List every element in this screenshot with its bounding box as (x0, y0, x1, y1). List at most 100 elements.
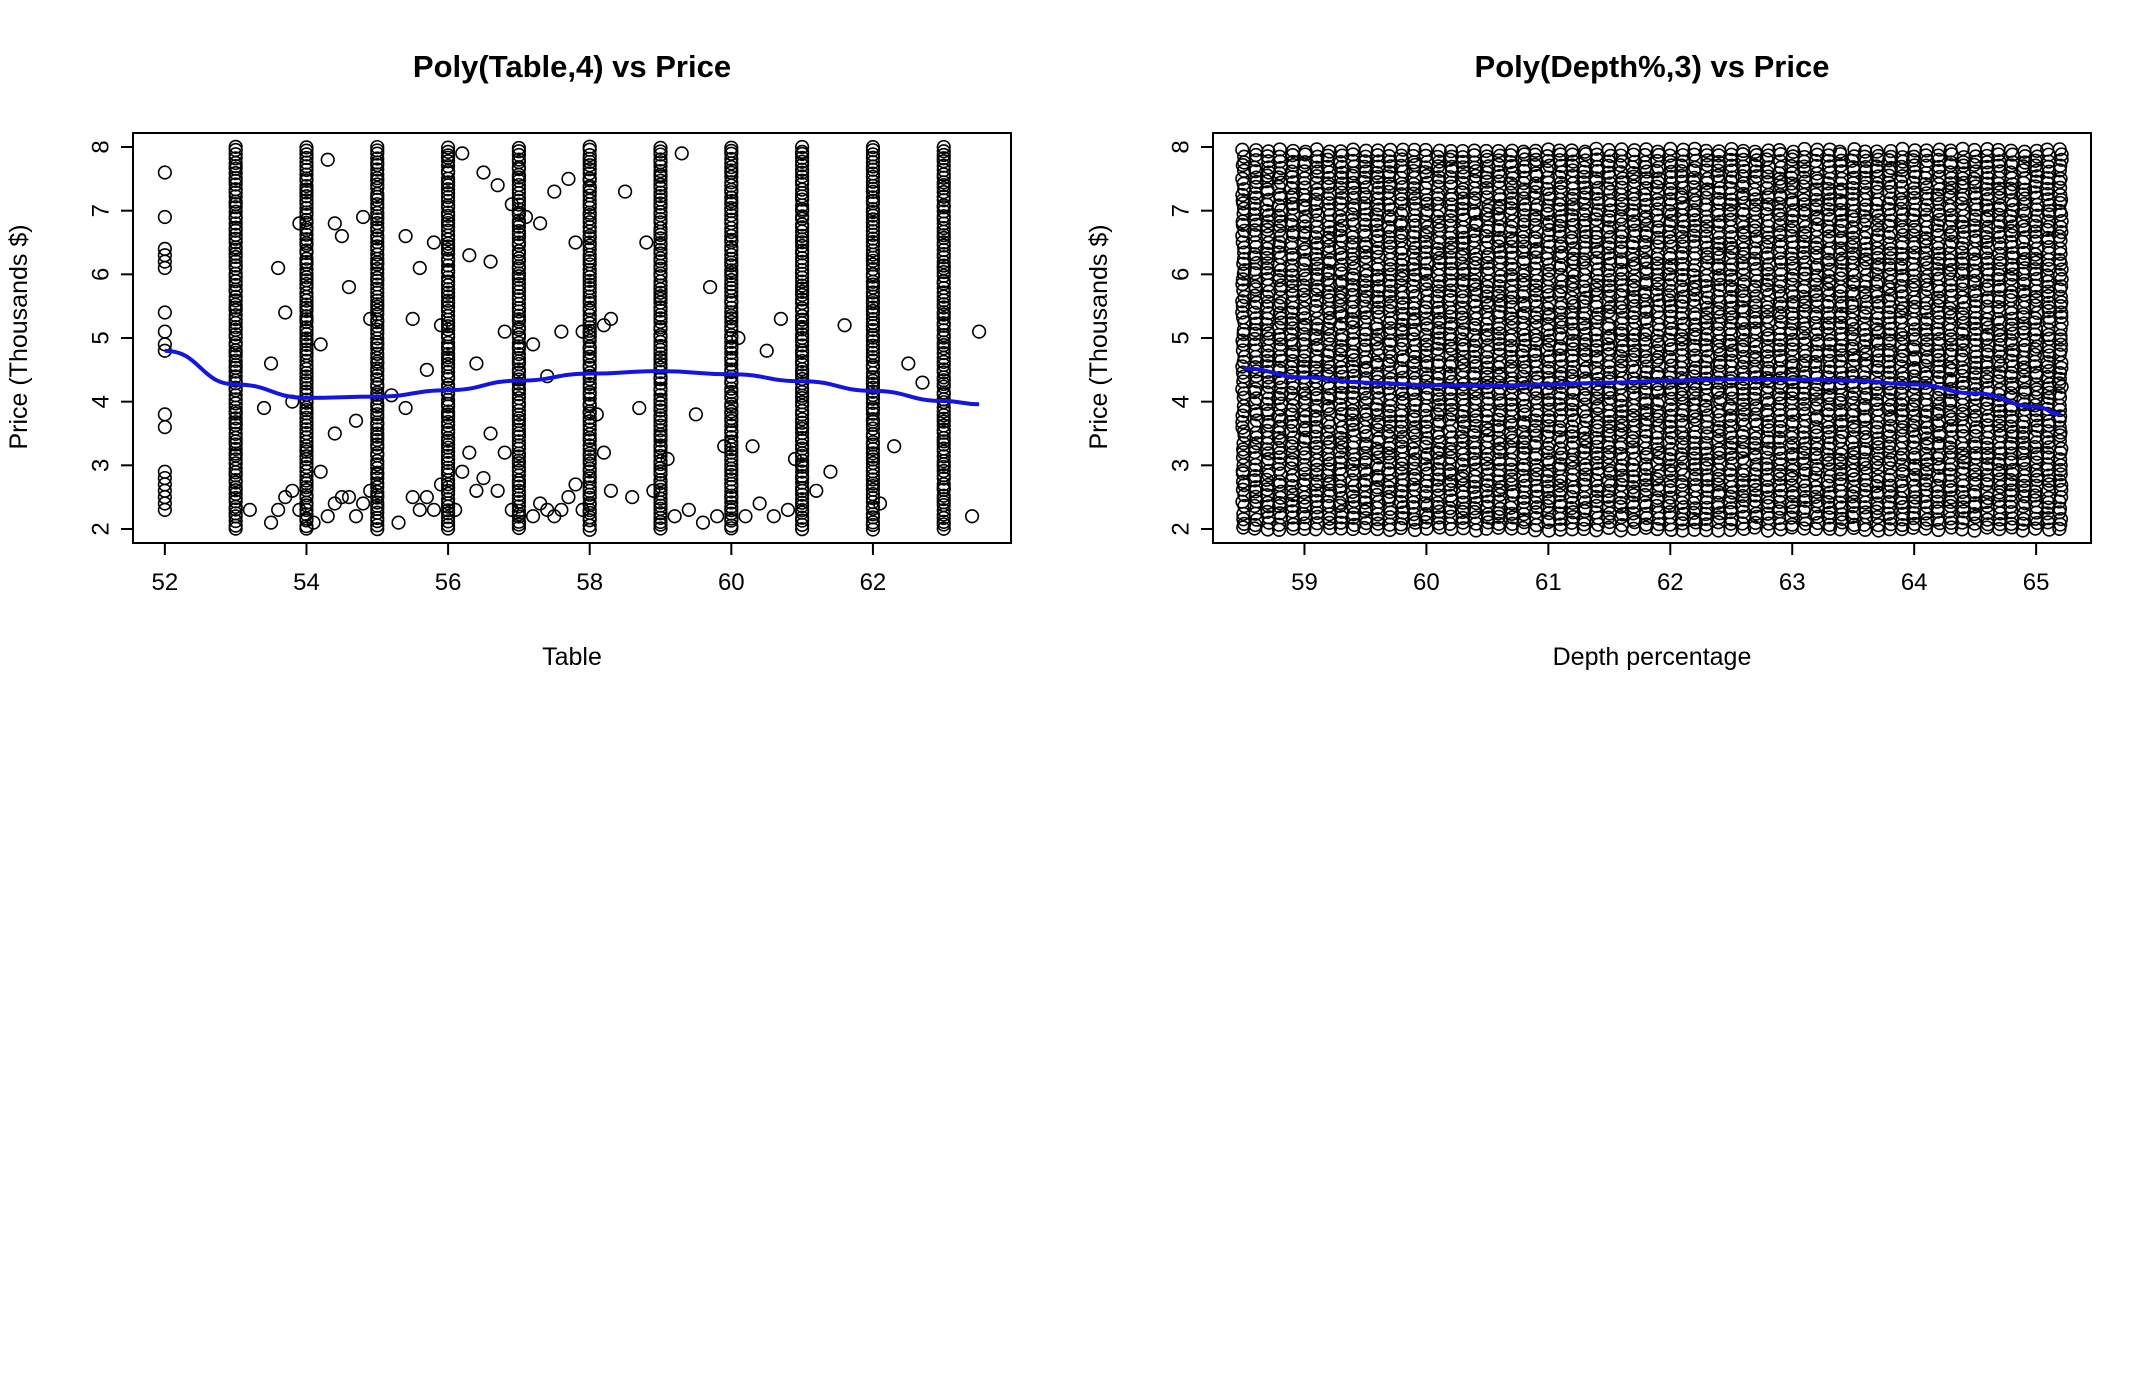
data-point (299, 309, 314, 324)
data-point (1308, 419, 1324, 435)
data-point (370, 476, 385, 491)
data-point (1259, 203, 1275, 218)
data-point (511, 434, 526, 449)
data-point (419, 490, 434, 505)
data-point (653, 163, 668, 179)
data-point (1259, 261, 1274, 276)
data-point (795, 441, 810, 456)
data-point (1237, 263, 1252, 278)
data-point (370, 361, 385, 376)
data-point (440, 148, 456, 163)
data-point (440, 514, 456, 529)
data-point (341, 279, 357, 295)
data-point (582, 148, 597, 163)
y-tick-label: 3 (88, 459, 115, 472)
data-point (568, 477, 583, 492)
data-point (1272, 342, 1288, 357)
data-point (936, 468, 951, 483)
data-point (256, 400, 272, 416)
data-point (1797, 141, 1812, 157)
data-point (936, 144, 951, 159)
data-point (681, 502, 696, 517)
data-point (795, 430, 810, 446)
data-point (724, 350, 739, 365)
data-point (228, 235, 243, 250)
data-point (228, 177, 243, 192)
data-point (809, 483, 824, 498)
data-point (228, 258, 243, 273)
data-point (547, 184, 562, 199)
data-point (1284, 218, 1299, 233)
data-point (724, 357, 739, 372)
data-point (724, 284, 739, 299)
data-point (1271, 298, 1287, 313)
data-point (511, 177, 526, 193)
data-point (1247, 207, 1262, 222)
x-axis: 52 54 56 58 60 62 (152, 542, 886, 596)
data-point (228, 421, 243, 436)
data-point (370, 200, 385, 216)
data-point (795, 330, 810, 345)
data-point (724, 445, 739, 460)
data-point (391, 515, 406, 530)
data-point (865, 285, 881, 300)
data-point (554, 502, 569, 517)
data-point (795, 426, 810, 441)
data-point (795, 274, 810, 289)
data-point (370, 281, 385, 296)
data-point (1235, 171, 1250, 186)
data-point (936, 285, 951, 300)
data-point (936, 246, 951, 262)
data-point (299, 303, 314, 319)
data-point (511, 494, 526, 510)
data-point (440, 350, 456, 365)
data-point (653, 392, 668, 407)
data-point (710, 509, 725, 524)
data-point (228, 411, 243, 426)
data-point (759, 343, 774, 358)
chart-title: Poly(Table,4) vs Price (413, 49, 731, 84)
data-point (228, 392, 243, 407)
data-point (370, 522, 385, 537)
data-point (936, 503, 951, 518)
data-point (1271, 430, 1287, 446)
data-point (525, 509, 541, 524)
data-point (653, 314, 668, 329)
data-point (299, 276, 314, 292)
data-point (228, 227, 243, 242)
data-point (511, 422, 526, 437)
data-point (865, 300, 881, 315)
data-point (936, 185, 951, 200)
data-point (865, 455, 881, 471)
data-point (795, 395, 810, 410)
data-point (334, 229, 349, 244)
data-point (936, 434, 951, 449)
data-point (511, 499, 526, 514)
data-point (865, 150, 881, 165)
data-point (440, 285, 456, 300)
data-point (724, 140, 739, 155)
data-point (660, 451, 675, 467)
data-point (936, 139, 951, 155)
data-point (582, 323, 597, 338)
data-point (795, 492, 810, 507)
data-point (299, 422, 314, 437)
data-point (299, 178, 314, 194)
data-point (228, 220, 243, 235)
data-point (299, 480, 314, 495)
data-point (795, 139, 810, 155)
data-point (724, 163, 739, 178)
data-points (157, 139, 987, 537)
data-point (263, 515, 279, 530)
data-point (865, 395, 881, 410)
data-point (795, 412, 810, 427)
data-point (440, 364, 456, 380)
data-point (653, 289, 668, 304)
data-point (426, 502, 442, 517)
data-point (1260, 246, 1275, 261)
data-point (370, 220, 385, 235)
data-point (795, 457, 810, 472)
data-point (795, 292, 810, 307)
